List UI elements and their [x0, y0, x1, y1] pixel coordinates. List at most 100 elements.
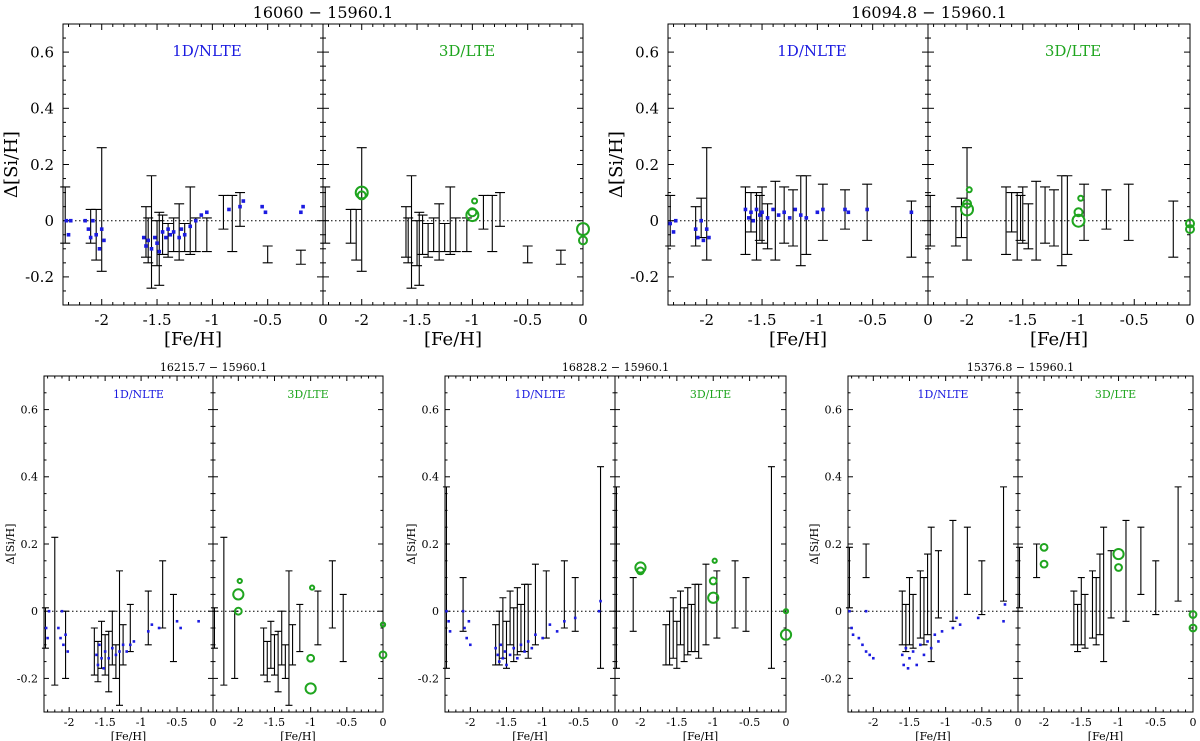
errorbar — [898, 590, 906, 646]
nlte-point — [144, 244, 148, 248]
nlte-point — [512, 646, 516, 650]
chart-4: 16828.2 − 15960.1 -0.2 0 0.2 0.4 0.6 -2 -1.5 -1 -… — [405, 361, 793, 741]
errorbar — [1088, 570, 1096, 639]
y-tick-label: 0 — [31, 605, 38, 618]
lte-series — [960, 186, 1195, 235]
errorbar — [328, 560, 336, 629]
x-tick-label: -0.5 — [166, 716, 187, 729]
errorbar — [666, 610, 674, 666]
nlte-point — [868, 653, 872, 657]
right-panel-frame — [614, 375, 787, 713]
nlte-point — [937, 640, 940, 643]
errorbar — [218, 194, 229, 230]
nlte-point — [749, 210, 753, 215]
y-tick-label: -0.2 — [25, 268, 54, 286]
lte-point — [1073, 207, 1084, 218]
x-tick-label: -2 — [635, 716, 646, 729]
nlte-point — [503, 650, 507, 653]
nlte-point — [60, 609, 64, 613]
x-tick-label: 0 — [578, 311, 588, 329]
nlte-point — [671, 230, 676, 234]
x-axis-label-right: [Fe/H] — [1088, 730, 1123, 741]
errorbar — [1040, 186, 1051, 244]
nlte-point — [157, 249, 162, 254]
x-tick-label: -1 — [205, 311, 220, 329]
nlte-point — [843, 207, 847, 212]
lte-point — [576, 222, 590, 237]
nlte-point — [103, 650, 107, 653]
nlte-point — [864, 650, 868, 653]
errorbar — [495, 192, 506, 227]
errorbar — [934, 550, 942, 619]
errorbars-right — [612, 466, 775, 669]
nlte-point — [751, 218, 755, 223]
nlte-point — [508, 653, 512, 657]
y-tick-label: 0.4 — [635, 100, 659, 118]
errorbar — [442, 486, 450, 669]
errorbar — [487, 194, 498, 253]
chart-1: 16060 − 15960.1 -0.2 0 0.2 0.4 0.6 -2 -1.5 -1 -0.… — [1, 3, 590, 350]
y-tick-label: 0.4 — [21, 471, 39, 484]
errorbar — [702, 563, 710, 646]
errorbar — [978, 560, 986, 616]
errorbar — [862, 543, 870, 579]
errorbar — [201, 217, 212, 253]
errorbar — [90, 627, 98, 676]
nlte-point — [668, 221, 673, 226]
y-tick-label: 0.4 — [422, 471, 440, 484]
y-axis-label: Δ[Si/H] — [4, 524, 17, 565]
errorbar — [459, 577, 467, 632]
errorbar — [629, 577, 637, 632]
nlte-point — [97, 247, 102, 251]
nlte-point — [496, 653, 500, 657]
errorbar — [94, 640, 102, 683]
errorbar — [267, 620, 275, 669]
y-tick-label: 0 — [649, 212, 659, 230]
nlte-point — [46, 636, 49, 640]
x-tick-label: -1 — [305, 716, 316, 729]
panel-label-nlte: 1D/NLTE — [777, 42, 846, 60]
x-tick-label: -1 — [537, 716, 548, 729]
nlte-point — [776, 213, 781, 217]
chart-2: 16094.8 − 15960.1 -0.2 0 0.2 0.4 0.6 -2 -1.5 -1 -… — [606, 3, 1195, 350]
panel-label-lte: 3D/LTE — [1095, 388, 1136, 401]
nlte-point — [299, 210, 303, 215]
x-axis-label-left: [Fe/H] — [512, 730, 547, 741]
errorbar — [691, 583, 699, 653]
errorbar — [740, 186, 751, 255]
errorbar — [684, 587, 692, 656]
nlte-point — [66, 650, 70, 653]
x-tick-label: 0 — [783, 716, 790, 729]
errorbar — [1017, 186, 1028, 244]
nlte-point — [548, 623, 552, 626]
nlte-point — [241, 199, 246, 203]
errorbar — [555, 249, 566, 265]
nlte-point — [66, 232, 71, 237]
errorbar — [235, 192, 246, 227]
nlte-point — [96, 663, 100, 667]
lte-point — [708, 576, 718, 586]
nlte-point — [100, 656, 103, 660]
nlte-point — [865, 207, 869, 212]
errorbar — [169, 593, 177, 663]
errorbar — [905, 577, 913, 646]
errorbar — [1033, 543, 1041, 579]
errorbar — [902, 603, 910, 653]
nlte-point — [171, 230, 176, 234]
lte-series — [1039, 542, 1198, 633]
errorbar — [174, 203, 185, 261]
x-tick-label: -1.5 — [264, 716, 285, 729]
errorbar — [406, 175, 417, 289]
x-tick-label: -2 — [868, 716, 879, 729]
lte-point — [233, 606, 243, 616]
x-tick-label: -1.5 — [403, 311, 432, 329]
errorbar — [1122, 519, 1130, 622]
x-tick-label: 0 — [612, 716, 619, 729]
errorbar — [571, 577, 579, 632]
nlte-point — [499, 643, 503, 647]
errorbar — [227, 194, 238, 253]
nlte-point — [99, 227, 104, 231]
y-tick-label: -0.2 — [821, 672, 842, 685]
errorbar — [845, 546, 853, 609]
x-tick-label: 0 — [923, 311, 933, 329]
